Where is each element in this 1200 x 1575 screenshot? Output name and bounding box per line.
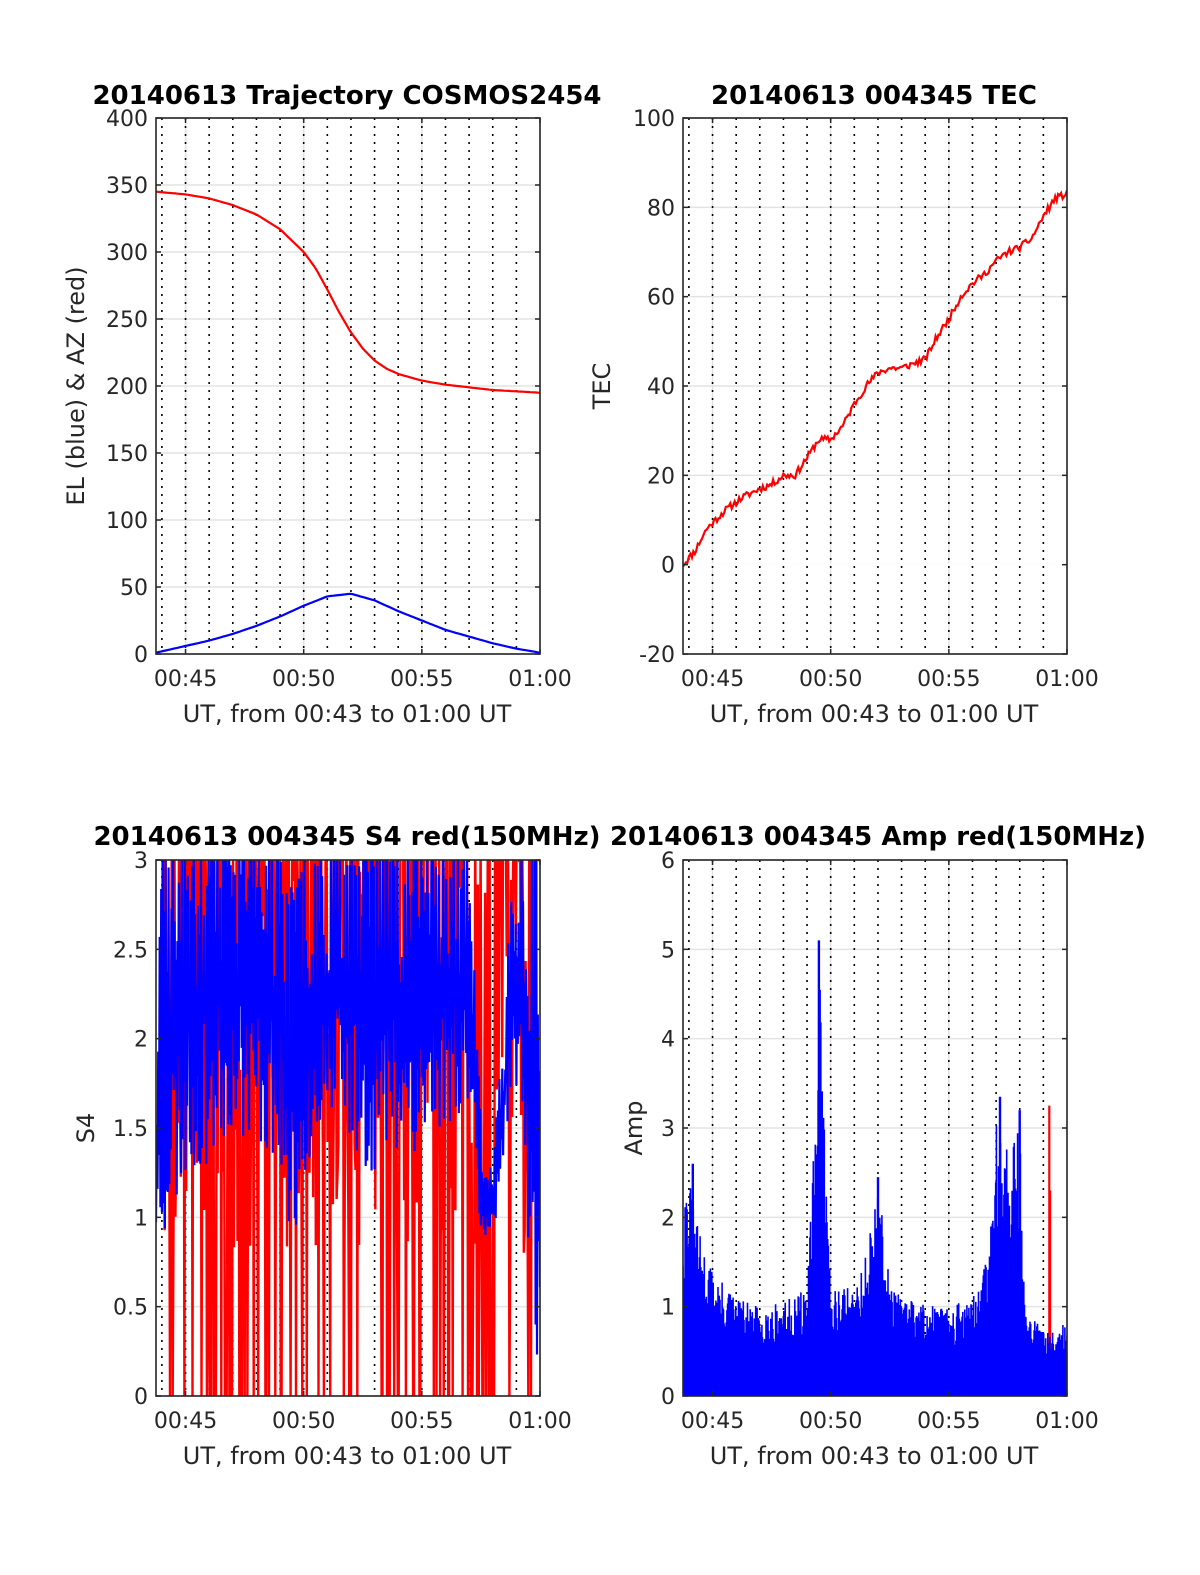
amp-ylabel: Amp bbox=[620, 1100, 648, 1155]
y-tick-label: 2 bbox=[661, 1206, 675, 1231]
y-tick-label: 200 bbox=[106, 375, 148, 400]
amp-xlabel: UT, from 00:43 to 01:00 UT bbox=[710, 1442, 1039, 1470]
x-tick-label: 00:55 bbox=[390, 1409, 453, 1434]
series-group bbox=[156, 190, 540, 654]
trajectory-ylabel: EL (blue) & AZ (red) bbox=[62, 266, 90, 505]
s4-ylabel: S4 bbox=[72, 1113, 100, 1144]
s4-panel: 20140613 004345 S4 red(150MHz) UT, from … bbox=[72, 822, 601, 1470]
y-tick-label: 5 bbox=[661, 938, 675, 963]
y-tick-label: 2.5 bbox=[113, 938, 148, 963]
x-tick-label: 00:55 bbox=[390, 667, 453, 692]
series-line-blue bbox=[156, 592, 540, 654]
tec-panel: 20140613 004345 TEC UT, from 00:43 to 01… bbox=[588, 81, 1099, 728]
y-tick-label: -20 bbox=[639, 643, 675, 668]
plot-area: 0 1 2 3 4 5 6 00:45 00:50 00:55 01:00 bbox=[661, 849, 1099, 1434]
y-tick-label: 4 bbox=[661, 1028, 675, 1053]
x-tick-label: 00:50 bbox=[799, 667, 862, 692]
x-tick-label: 01:00 bbox=[1035, 1409, 1098, 1434]
series-group bbox=[156, 860, 540, 1396]
x-tick-label: 00:55 bbox=[917, 1409, 980, 1434]
plot-area: -20 0 20 40 60 80 100 00:45 00:50 00:55 01:00 bbox=[633, 107, 1099, 692]
y-tick-label: 40 bbox=[647, 375, 675, 400]
y-tick-label: 0 bbox=[134, 1385, 148, 1410]
x-tick-label: 00:50 bbox=[272, 1409, 335, 1434]
x-tick-label: 00:45 bbox=[154, 1409, 217, 1434]
amp-title: 20140613 004345 Amp red(150MHz) bbox=[610, 822, 1146, 852]
x-tick-label: 01:00 bbox=[1035, 667, 1098, 692]
y-tick-label: 100 bbox=[633, 107, 675, 132]
plot-area: 0 0.5 1 1.5 2 2.5 3 00:45 00:50 00:55 01:00 bbox=[113, 849, 572, 1434]
y-tick-label: 0 bbox=[661, 1385, 675, 1410]
y-tick-label: 2 bbox=[134, 1028, 148, 1053]
y-tick-label: 3 bbox=[661, 1117, 675, 1142]
y-tick-label: 0.5 bbox=[113, 1296, 148, 1321]
y-tick-label: 50 bbox=[120, 576, 148, 601]
y-tick-label: 1.5 bbox=[113, 1117, 148, 1142]
y-tick-label: 150 bbox=[106, 442, 148, 467]
y-tick-label: 350 bbox=[106, 174, 148, 199]
y-tick-label: 0 bbox=[134, 643, 148, 668]
x-tick-label: 00:50 bbox=[799, 1409, 862, 1434]
series-group bbox=[683, 190, 1067, 568]
amp-blue-bars bbox=[683, 989, 1067, 1396]
tec-ylabel: TEC bbox=[588, 363, 616, 411]
x-tick-label: 00:45 bbox=[154, 667, 217, 692]
x-tick-label: 00:50 bbox=[272, 667, 335, 692]
y-tick-label: 100 bbox=[106, 509, 148, 534]
trajectory-xlabel: UT, from 00:43 to 01:00 UT bbox=[183, 700, 512, 728]
tec-title: 20140613 004345 TEC bbox=[711, 81, 1037, 111]
trajectory-panel: 20140613 Trajectory COSMOS2454 UT, from … bbox=[62, 81, 602, 728]
plot-area: 0 50 100 150 200 250 300 350 400 00:45 00:50 00:55 0… bbox=[106, 107, 572, 692]
y-tick-label: 20 bbox=[647, 464, 675, 489]
x-tick-label: 00:45 bbox=[681, 667, 744, 692]
s4-xlabel: UT, from 00:43 to 01:00 UT bbox=[183, 1442, 512, 1470]
y-tick-label: 250 bbox=[106, 308, 148, 333]
series-line-red bbox=[683, 190, 1067, 568]
series-line-red bbox=[156, 190, 540, 394]
y-tick-label: 300 bbox=[106, 241, 148, 266]
tec-xlabel: UT, from 00:43 to 01:00 UT bbox=[710, 700, 1039, 728]
s4-title: 20140613 004345 S4 red(150MHz) bbox=[93, 822, 600, 852]
y-tick-label: 80 bbox=[647, 196, 675, 221]
y-tick-label: 6 bbox=[661, 849, 675, 874]
y-tick-label: 3 bbox=[134, 849, 148, 874]
x-tick-label: 00:55 bbox=[917, 667, 980, 692]
series-line-blue bbox=[156, 860, 540, 1355]
amp-panel: 20140613 004345 Amp red(150MHz) UT, from… bbox=[610, 822, 1146, 1470]
x-tick-label: 00:45 bbox=[681, 1409, 744, 1434]
y-tick-label: 1 bbox=[134, 1206, 148, 1231]
y-tick-label: 0 bbox=[661, 554, 675, 579]
x-tick-label: 01:00 bbox=[508, 1409, 571, 1434]
y-tick-label: 400 bbox=[106, 107, 148, 132]
trajectory-title: 20140613 Trajectory COSMOS2454 bbox=[92, 81, 601, 111]
y-tick-label: 1 bbox=[661, 1296, 675, 1321]
y-tick-label: 60 bbox=[647, 286, 675, 311]
series-group bbox=[683, 940, 1067, 1396]
x-tick-label: 01:00 bbox=[508, 667, 571, 692]
